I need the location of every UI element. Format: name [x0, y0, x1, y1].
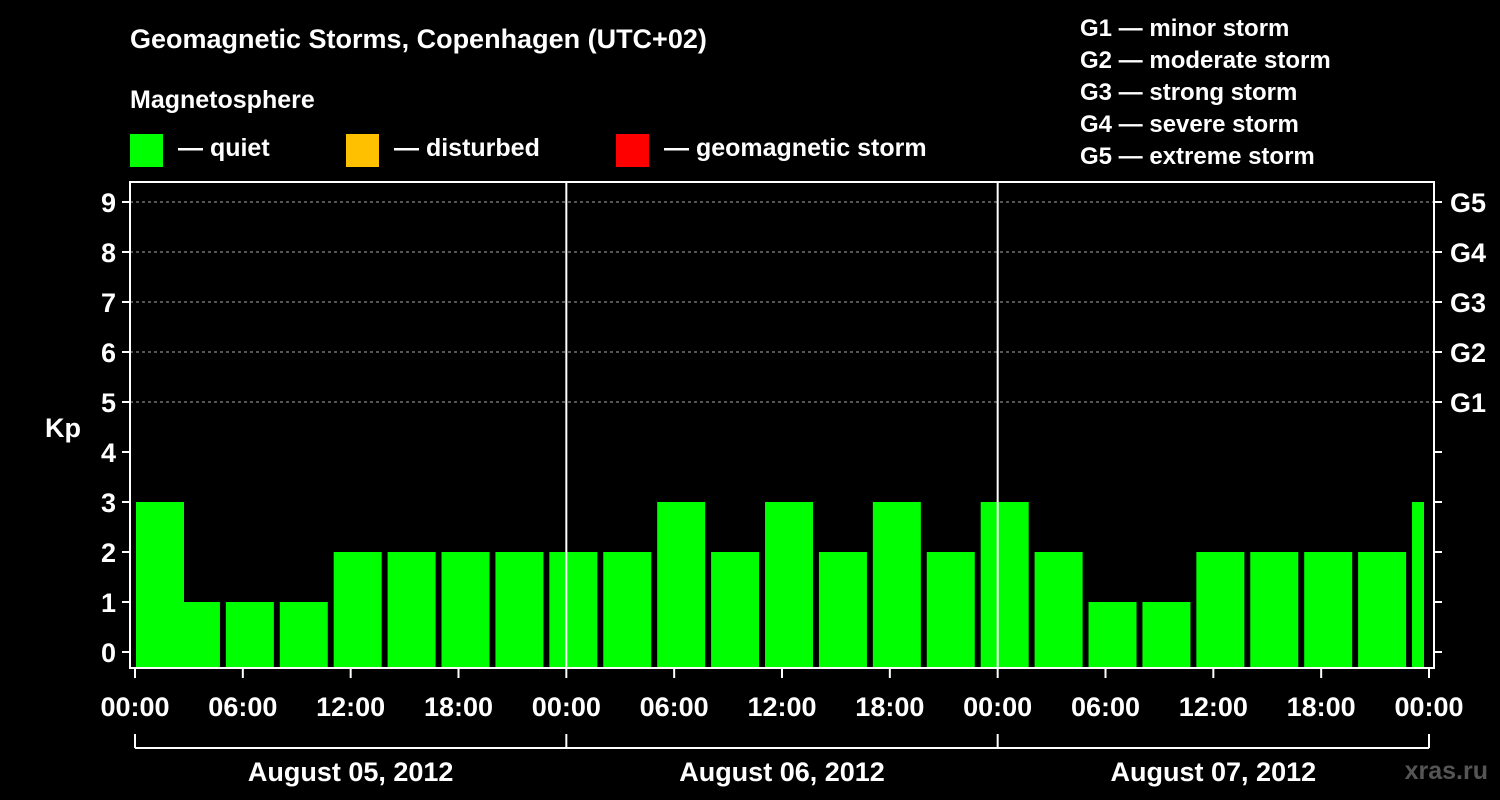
- x-axis: 00:00 06:00 12:00 18:00 00:00 06:00 12:00 18:00…: [100, 668, 1464, 722]
- x-tick-label: 00:00: [532, 692, 601, 722]
- y-tick-label: 4: [101, 438, 116, 468]
- storm-level-label: G5: [1450, 188, 1486, 218]
- chart-title: Geomagnetic Storms, Copenhagen (UTC+02): [130, 24, 707, 54]
- y-tick-label: 6: [101, 338, 116, 368]
- kp-bar: [711, 552, 760, 668]
- storm-level-axis: G1 G2 G3 G4 G5: [1434, 188, 1486, 653]
- x-tick-label: 12:00: [1179, 692, 1248, 722]
- x-tick-label: 06:00: [208, 692, 277, 722]
- y-tick-label: 9: [101, 188, 116, 218]
- day-label: August 07, 2012: [1111, 757, 1317, 787]
- kp-bar: [387, 552, 436, 668]
- y-tick-label: 8: [101, 238, 116, 268]
- kp-bar: [333, 552, 382, 668]
- storm-level-label: G2: [1450, 338, 1486, 368]
- kp-bar: [1088, 602, 1137, 668]
- kp-bar: [1196, 552, 1245, 668]
- kp-bar: [1358, 552, 1407, 668]
- storm-level-label: G3: [1450, 288, 1486, 318]
- storm-scale-g5: G5 — extreme storm: [1080, 143, 1315, 170]
- x-tick-label: 18:00: [424, 692, 493, 722]
- kp-bar: [872, 502, 921, 668]
- x-tick-label: 00:00: [100, 692, 169, 722]
- y-axis: 0 1 2 3 4 5 6 7 8 9: [101, 188, 130, 668]
- x-tick-label: 12:00: [316, 692, 385, 722]
- day-divider-lines: [565, 182, 999, 668]
- y-tick-label: 3: [101, 488, 116, 518]
- kp-bar: [495, 552, 544, 668]
- day-axis: August 05, 2012 August 06, 2012 August 07,…: [134, 734, 1430, 787]
- kp-bar: [818, 552, 867, 668]
- legend-swatch-disturbed: [346, 134, 379, 167]
- y-tick-label: 7: [101, 288, 116, 318]
- kp-bar: [171, 602, 220, 668]
- y-tick-label: 1: [101, 588, 116, 618]
- kp-bars: [136, 502, 1424, 668]
- x-tick-label: 06:00: [1071, 692, 1140, 722]
- kp-bar: [765, 502, 814, 668]
- legend-label-disturbed: — disturbed: [394, 134, 540, 162]
- kp-bar: [657, 502, 706, 668]
- kp-bar: [1142, 602, 1191, 668]
- storm-scale-legend: G1 — minor storm G2 — moderate storm G3 …: [1080, 14, 1331, 174]
- storm-scale-g2: G2 — moderate storm: [1080, 47, 1331, 74]
- kp-bar: [225, 602, 274, 668]
- x-tick-label: 06:00: [640, 692, 709, 722]
- kp-bar: [1412, 502, 1424, 668]
- kp-bar: [549, 552, 598, 668]
- x-tick-label: 18:00: [855, 692, 924, 722]
- x-tick-label: 00:00: [963, 692, 1032, 722]
- kp-bar: [1034, 552, 1083, 668]
- legend-label-quiet: — quiet: [178, 134, 270, 162]
- x-tick-label: 00:00: [1394, 692, 1463, 722]
- kp-bar: [603, 552, 652, 668]
- magnetosphere-legend-title: Magnetosphere: [130, 86, 315, 114]
- kp-bar: [1250, 552, 1299, 668]
- storm-level-label: G1: [1450, 388, 1486, 418]
- grid-lines: [130, 201, 1434, 403]
- x-tick-label: 12:00: [747, 692, 816, 722]
- day-label: August 06, 2012: [679, 757, 885, 787]
- y-axis-label: Kp: [45, 413, 81, 443]
- legend-label-storm: — geomagnetic storm: [664, 134, 927, 162]
- kp-bar: [926, 552, 975, 668]
- kp-bar: [980, 502, 1029, 668]
- watermark: xras.ru: [1404, 757, 1488, 785]
- day-label: August 05, 2012: [248, 757, 454, 787]
- kp-bar: [1304, 552, 1353, 668]
- legend-swatch-storm: [616, 134, 649, 167]
- y-tick-label: 0: [101, 638, 116, 668]
- storm-scale-g4: G4 — severe storm: [1080, 111, 1299, 138]
- kp-bar: [441, 552, 490, 668]
- y-tick-label: 2: [101, 538, 116, 568]
- kp-bar: [279, 602, 328, 668]
- storm-scale-g3: G3 — strong storm: [1080, 79, 1298, 106]
- storm-scale-g1: G1 — minor storm: [1080, 15, 1290, 42]
- legend-swatch-quiet: [130, 134, 163, 167]
- storm-level-label: G4: [1450, 238, 1486, 268]
- y-tick-label: 5: [101, 388, 116, 418]
- x-tick-label: 18:00: [1287, 692, 1356, 722]
